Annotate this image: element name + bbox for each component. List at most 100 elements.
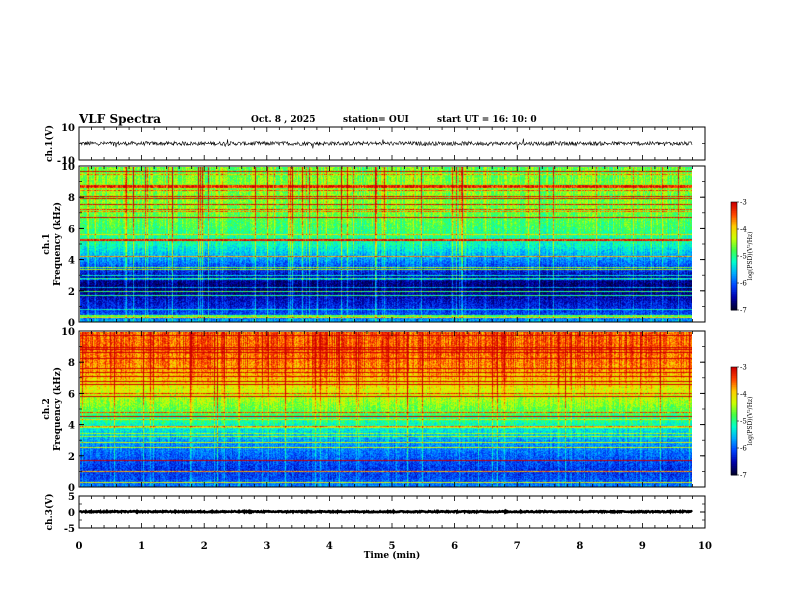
colorbar-swatch <box>731 211 737 214</box>
colorbar-swatch <box>731 304 737 307</box>
y-tick-label: -10 <box>57 156 75 167</box>
colorbar-swatch <box>731 367 737 370</box>
colorbar-swatch <box>731 368 737 372</box>
colorbar-swatch <box>731 268 737 271</box>
colorbar-swatch <box>731 406 737 409</box>
colorbar-swatch <box>731 435 737 438</box>
colorbar-swatch <box>731 374 737 377</box>
colorbar-swatch <box>731 288 737 291</box>
colorbar-swatch <box>731 448 737 451</box>
colorbar-swatch <box>731 466 737 469</box>
colorbar-swatch <box>731 207 737 210</box>
colorbar-swatch <box>731 227 737 230</box>
colorbar-swatch <box>731 421 737 424</box>
colorbar-swatch <box>731 381 737 384</box>
colorbar-swatch <box>731 412 737 415</box>
colorbar-swatch <box>731 469 737 472</box>
colorbar-swatch <box>731 225 737 228</box>
colorbar-swatch <box>731 433 737 436</box>
colorbar-swatch <box>731 457 737 460</box>
spectrogram-image-3 <box>80 332 692 487</box>
colorbar-swatch <box>731 390 737 393</box>
colorbar-swatch <box>731 257 737 261</box>
colorbar-swatch <box>731 399 737 402</box>
y-tick-label: -5 <box>64 524 75 535</box>
colorbar-swatch <box>731 259 737 262</box>
colorbar-swatch <box>731 241 737 244</box>
colorbar-swatch <box>731 234 737 237</box>
y-axis-label: ch.1 <box>42 233 52 254</box>
colorbar-swatch <box>731 223 737 226</box>
y-tick-label: 6 <box>68 224 75 235</box>
colorbar-swatch <box>731 440 737 444</box>
colorbar-tick-label: -5 <box>740 418 747 426</box>
colorbar-swatch <box>731 306 737 309</box>
x-tick-label: 1 <box>138 541 145 552</box>
y-tick-label: 8 <box>68 358 75 369</box>
colorbar-1: -3 -4 -5 -6 -7 log(PSD)(V²/Hz) <box>730 199 754 315</box>
x-tick-label: 6 <box>451 541 458 552</box>
colorbar-swatch <box>731 458 737 462</box>
colorbar-swatch <box>731 392 737 395</box>
colorbar-swatch <box>731 301 737 304</box>
colorbar-swatch <box>731 464 737 467</box>
colorbar-swatch <box>731 383 737 386</box>
y-tick-label: 10 <box>61 123 75 134</box>
colorbar-swatch <box>731 261 737 264</box>
x-tick-label: 2 <box>201 541 208 552</box>
colorbar-swatch <box>731 460 737 463</box>
colorbar-swatch <box>731 250 737 253</box>
y-tick-label: 10 <box>61 162 75 173</box>
colorbar-swatch <box>731 430 737 433</box>
colorbar-swatch <box>731 230 737 234</box>
waveform-trace <box>78 508 693 515</box>
colorbar-swatch <box>731 283 737 286</box>
y-tick-label: 2 <box>68 452 75 463</box>
colorbar-tick-label: -6 <box>740 445 747 453</box>
colorbar-swatch <box>731 377 737 381</box>
colorbar-swatch <box>731 274 737 277</box>
colorbar-swatch <box>731 248 737 252</box>
x-tick-label: 9 <box>639 541 646 552</box>
colorbar-swatch <box>731 437 737 440</box>
colorbar-swatch <box>731 216 737 219</box>
y-axis-label: ch.1(V) <box>44 125 55 162</box>
y-tick-label: 6 <box>68 389 75 400</box>
waveform-trace <box>79 138 693 150</box>
y-axis-4: 5 0 -5 ch.3(V) <box>44 492 705 535</box>
colorbar-swatch <box>731 388 737 391</box>
colorbar-swatch <box>731 439 737 442</box>
colorbar-swatch <box>731 221 737 225</box>
colorbar-swatch <box>731 266 737 270</box>
colorbar-swatch <box>731 408 737 411</box>
colorbar-swatch <box>731 403 737 406</box>
colorbar-swatch <box>731 379 737 382</box>
x-tick-label: 0 <box>76 541 83 552</box>
colorbar-swatch <box>731 376 737 379</box>
colorbar-swatch <box>731 446 737 449</box>
y-axis-3: 0 2 4 6 8 10 ch.2 Frequency (kHz) <box>42 327 705 494</box>
colorbar-swatch <box>731 401 737 404</box>
colorbar-swatch <box>731 467 737 471</box>
colorbar-swatch <box>731 302 737 306</box>
colorbar-swatch <box>731 247 737 250</box>
x-tick-label: 7 <box>514 541 521 552</box>
colorbar-swatch <box>731 205 737 208</box>
colorbar-tick-label: -4 <box>740 391 747 399</box>
colorbar-swatch <box>731 275 737 279</box>
colorbar-swatch <box>731 455 737 458</box>
colorbar-swatch <box>731 284 737 288</box>
colorbar-swatch <box>731 462 737 465</box>
colorbar-swatch <box>731 404 737 408</box>
colorbar-swatch <box>731 308 737 311</box>
colorbar-tick-label: -5 <box>740 253 747 261</box>
colorbar-swatch <box>731 220 737 223</box>
colorbar-label: log(PSD)(V²/Hz) <box>747 232 754 281</box>
y-tick-label: 5 <box>68 492 75 503</box>
colorbar-swatch <box>731 442 737 445</box>
colorbar-swatch <box>731 397 737 400</box>
colorbar-swatch <box>731 449 737 453</box>
colorbar-swatch <box>731 386 737 390</box>
colorbar-swatch <box>731 279 737 282</box>
